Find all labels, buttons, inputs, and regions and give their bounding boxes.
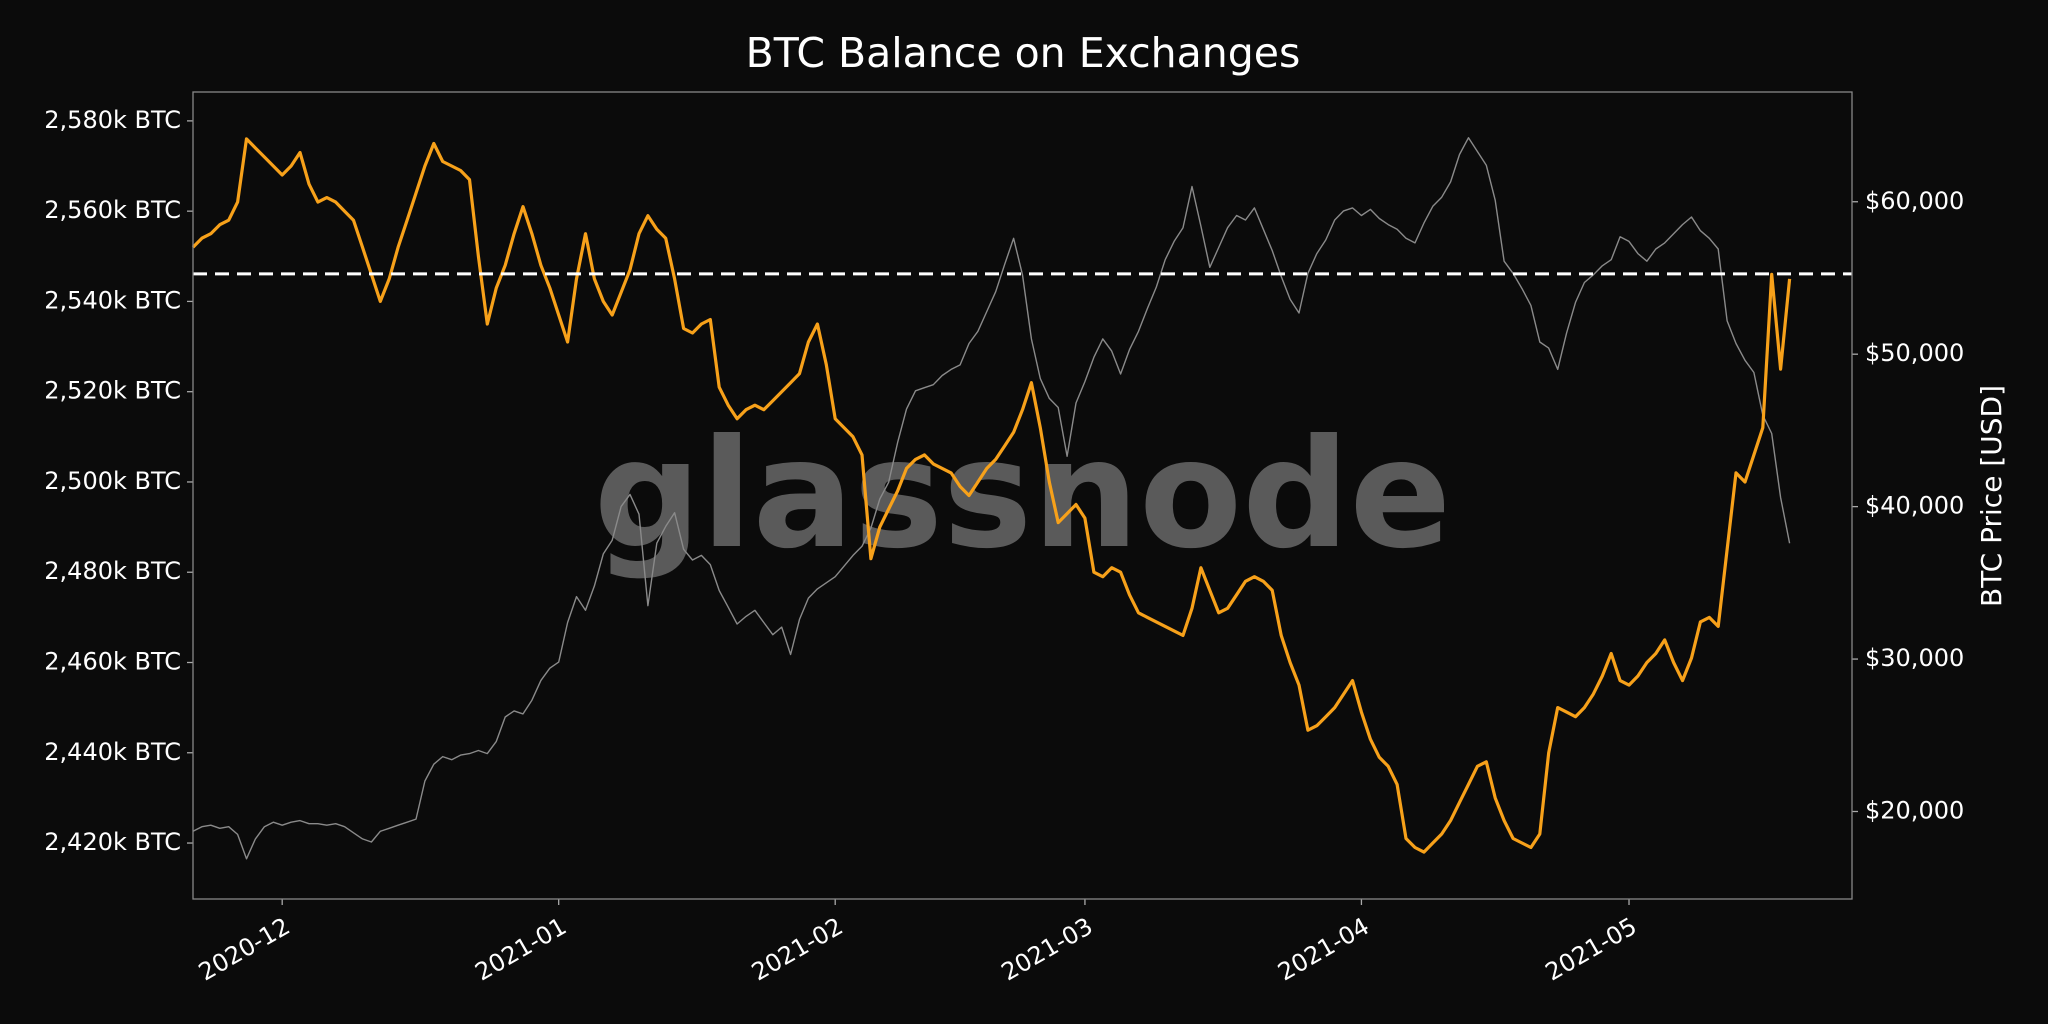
y-tick-label: 2,520k BTC [44,377,181,405]
chart-title: BTC Balance on Exchanges [746,29,1301,77]
y-tick-label: 2,540k BTC [44,286,181,314]
price-line [192,137,1791,860]
y-tick-label: 2,500k BTC [44,467,181,495]
y2-axis-label: BTC Price [USD] [1975,385,2008,607]
y2-tick-label: $30,000 [1865,644,1964,672]
y-tick-label: 2,560k BTC [44,196,181,224]
y-tick-label: 2,480k BTC [44,557,181,585]
balance-line [191,137,1792,854]
y2-tick-label: $20,000 [1865,797,1964,825]
y-tick-label: 2,460k BTC [44,647,181,675]
watermark: glassnode [594,408,1452,582]
y2-tick-label: $50,000 [1865,339,1964,367]
y-tick-label: 2,580k BTC [44,106,181,134]
plot-frame [192,91,1853,900]
y-tick-label: 2,420k BTC [44,828,181,856]
y-tick-label: 2,440k BTC [44,738,181,766]
y2-tick-label: $60,000 [1865,187,1964,215]
y2-tick-label: $40,000 [1865,492,1964,520]
